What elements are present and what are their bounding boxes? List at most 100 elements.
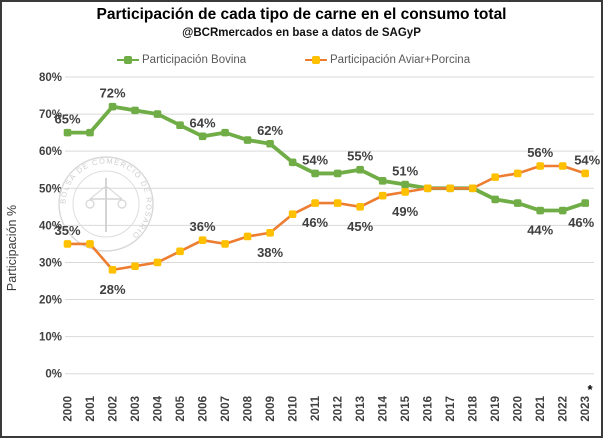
- x-tick-label: 2015: [400, 395, 412, 421]
- data-point-marker: [63, 128, 72, 137]
- x-tick-label: 2010: [288, 396, 300, 422]
- data-point-marker: [378, 177, 387, 185]
- chart-subtitle: @BCRmercados en base a datos de SAGyP: [182, 27, 421, 39]
- data-label: 62%: [257, 123, 283, 138]
- y-tick-label: 30%: [39, 257, 62, 269]
- data-point-marker: [153, 110, 162, 118]
- data-point-marker: [153, 258, 162, 267]
- y-tick-label: 20%: [39, 295, 62, 307]
- data-point-marker: [311, 199, 319, 207]
- data-label: 56%: [527, 145, 553, 160]
- x-tick-label: 2000: [63, 396, 75, 422]
- data-point-marker: [243, 136, 252, 144]
- data-point-marker: [131, 262, 139, 270]
- data-point-marker: [401, 188, 409, 196]
- data-point-marker: [356, 203, 364, 211]
- data-point-marker: [198, 236, 207, 244]
- data-label: 54%: [302, 152, 328, 167]
- data-point-marker: [333, 199, 342, 207]
- y-tick-label: 50%: [39, 183, 62, 195]
- data-point-marker: [311, 169, 319, 178]
- data-point-marker: [243, 232, 252, 241]
- data-point-marker: [288, 210, 297, 219]
- data-point-marker: [288, 158, 297, 167]
- data-point-marker: [221, 128, 229, 137]
- data-point-marker: [108, 266, 117, 274]
- x-tick-label: 2017: [445, 396, 457, 422]
- x-tick-label: 2013: [355, 396, 367, 422]
- x-tick-label: 2006: [198, 396, 210, 422]
- data-point-marker: [536, 162, 545, 170]
- data-point-marker: [581, 169, 590, 178]
- data-point-marker: [266, 228, 274, 237]
- x-tick-label: 2009: [265, 396, 277, 422]
- y-axis-title: Participación %: [5, 205, 19, 291]
- data-label: 64%: [190, 115, 216, 130]
- data-point-marker: [221, 240, 229, 248]
- x-tick-label: 2007: [220, 396, 232, 422]
- data-point-marker: [86, 128, 94, 137]
- data-point-marker: [491, 195, 499, 204]
- x-tick-label: 2001: [85, 395, 97, 421]
- data-point-marker: [558, 206, 567, 215]
- data-point-marker: [131, 106, 139, 115]
- data-label: 72%: [100, 86, 126, 101]
- data-label: 49%: [392, 204, 418, 219]
- bovina-series-marker-icon: [117, 56, 139, 65]
- data-point-marker: [356, 165, 364, 174]
- y-tick-label: 10%: [39, 332, 62, 344]
- y-tick-label: 70%: [39, 109, 62, 121]
- footnote-asterisk: *: [587, 382, 593, 397]
- data-label: 38%: [257, 245, 283, 260]
- data-point-marker: [423, 184, 432, 193]
- data-point-marker: [266, 139, 274, 148]
- x-tick-label: 2005: [175, 395, 187, 421]
- x-tick-label: 2011: [310, 395, 322, 421]
- data-point-marker: [176, 121, 184, 130]
- data-label: 46%: [568, 215, 594, 230]
- y-tick-label: 40%: [39, 220, 62, 232]
- y-tick-label: 80%: [39, 72, 62, 84]
- legend-item-aviar-porcina: Participación Aviar+Porcina: [305, 54, 470, 66]
- data-point-marker: [491, 173, 499, 181]
- data-point-marker: [333, 169, 342, 178]
- data-label: 55%: [347, 149, 373, 164]
- y-tick-label: 60%: [39, 146, 62, 158]
- x-tick-label: 2004: [153, 395, 165, 421]
- x-tick-label: 2002: [108, 396, 120, 422]
- x-tick-label: 2012: [333, 396, 345, 422]
- data-point-marker: [401, 180, 409, 189]
- data-label: 45%: [347, 219, 373, 234]
- data-label: 54%: [574, 152, 600, 167]
- x-tick-label: 2021: [535, 395, 547, 421]
- x-tick-label: 2016: [423, 396, 435, 422]
- data-label: 35%: [54, 223, 80, 238]
- aviar-porcina-series-marker-icon: [305, 56, 327, 65]
- x-tick-label: 2019: [490, 396, 502, 422]
- data-point-marker: [108, 102, 117, 111]
- legend-label-aviar-porcina: Participación Aviar+Porcina: [330, 54, 471, 66]
- x-tick-label: 2018: [468, 395, 480, 421]
- data-label: 51%: [392, 164, 418, 179]
- legend-item-bovina: Participación Bovina: [117, 54, 246, 66]
- legend-label-bovina: Participación Bovina: [142, 54, 247, 66]
- x-tick-label: 2014: [378, 395, 390, 421]
- data-point-marker: [86, 240, 94, 248]
- data-point-marker: [513, 199, 522, 207]
- y-tick-label: 0%: [45, 369, 62, 381]
- data-point-marker: [536, 206, 545, 215]
- x-tick-label: 2003: [130, 396, 142, 422]
- data-point-marker: [558, 162, 567, 170]
- x-tick-label: 2023: [580, 396, 592, 422]
- data-label: 36%: [190, 219, 216, 234]
- x-tick-label: 2022: [558, 396, 570, 422]
- data-point-marker: [513, 169, 522, 178]
- data-point-marker: [468, 184, 477, 193]
- data-label: 46%: [302, 215, 328, 230]
- data-label: 65%: [54, 112, 80, 127]
- data-point-marker: [378, 191, 387, 200]
- x-tick-label: 2020: [513, 396, 525, 422]
- data-point-marker: [198, 132, 207, 141]
